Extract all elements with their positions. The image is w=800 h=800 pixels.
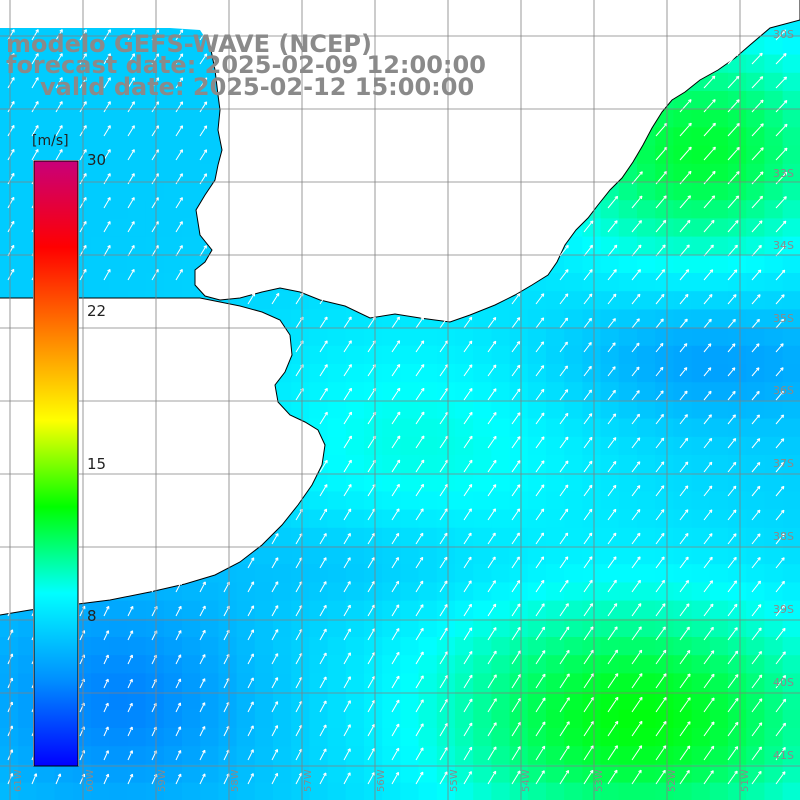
lat-label-34s: 34S — [773, 239, 794, 252]
lon-label-61w: 61W — [13, 769, 24, 792]
lon-label-57w: 57W — [303, 769, 314, 792]
lat-label-33s: 33S — [773, 167, 794, 180]
lon-label-54w: 54W — [521, 769, 532, 792]
colorbar — [33, 160, 79, 767]
lon-label-56w: 56W — [376, 769, 387, 792]
colorbar-tick-30: 30 — [87, 151, 107, 169]
wind-vectors — [7, 29, 788, 785]
coastline-west — [0, 297, 326, 616]
colorbar-tick-15: 15 — [87, 455, 107, 473]
valid-date: valid date: 2025-02-12 15:00:00 — [40, 73, 475, 101]
lon-label-59w: 59W — [157, 769, 168, 792]
lon-label-53w: 53W — [594, 769, 605, 792]
lat-label-40s: 40S — [773, 676, 794, 689]
colorbar-tick-22: 22 — [87, 302, 107, 320]
model-title: modelo GEFS-WAVE (NCEP) — [6, 30, 372, 58]
colorbar-unit: [m/s] — [32, 133, 69, 149]
lat-label-39s: 39S — [773, 603, 794, 616]
colorbar-tick-8: 8 — [87, 607, 97, 625]
lat-label-30s: 30S — [773, 28, 794, 41]
lon-label-60w: 60W — [85, 769, 96, 792]
lon-label-58w: 58W — [230, 769, 241, 792]
lon-label-55w: 55W — [449, 769, 460, 792]
lat-label-41s: 41S — [773, 749, 794, 762]
forecast-date: forecast date: 2025-02-09 12:00:00 — [6, 51, 486, 79]
lat-label-37s: 37S — [773, 457, 794, 470]
land-mass-west — [0, 298, 325, 800]
lon-label-52w: 52W — [667, 769, 678, 792]
lat-label-35s: 35S — [773, 312, 794, 325]
land-mass-north — [0, 0, 800, 322]
lat-label-38s: 38S — [773, 530, 794, 543]
lon-label-51w: 51W — [740, 769, 751, 792]
lat-label-36s: 36S — [773, 384, 794, 397]
